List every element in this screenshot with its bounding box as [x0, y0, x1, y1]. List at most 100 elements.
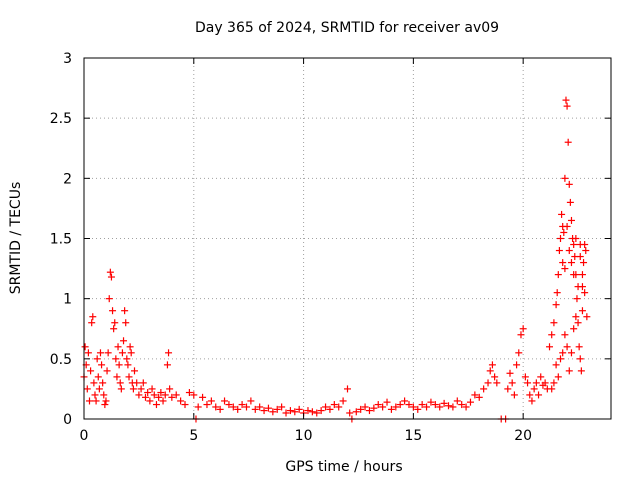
data-point: [282, 409, 290, 417]
data-point: [264, 404, 272, 412]
y-tick-label: 1.5: [50, 232, 72, 248]
chart-title: Day 365 of 2024, SRMTID for receiver av0…: [195, 20, 499, 36]
data-point: [365, 407, 373, 415]
data-point: [532, 379, 540, 387]
data-point: [563, 222, 571, 230]
data-point: [87, 367, 95, 375]
data-point: [576, 253, 584, 261]
data-point: [567, 349, 575, 357]
data-point: [295, 405, 303, 413]
data-point: [83, 385, 91, 393]
x-tick-label: 20: [514, 428, 532, 444]
data-point: [117, 385, 125, 393]
data-point: [346, 409, 354, 417]
data-point: [541, 379, 549, 387]
data-point: [107, 273, 115, 281]
data-point: [554, 271, 562, 279]
data-point: [93, 355, 101, 363]
data-point: [565, 367, 573, 375]
data-point: [453, 397, 461, 405]
data-point: [120, 337, 128, 345]
data-point: [580, 259, 588, 267]
data-point: [172, 391, 180, 399]
axis-ticks: [83, 57, 611, 420]
data-point: [118, 349, 126, 357]
x-tick-label: 0: [80, 428, 89, 444]
data-point: [519, 325, 527, 333]
data-point: [131, 367, 139, 375]
data-point: [251, 405, 259, 413]
data-point: [484, 379, 492, 387]
data-point: [148, 385, 156, 393]
data-point: [475, 393, 483, 401]
data-point: [556, 235, 564, 242]
data-point: [537, 373, 545, 381]
data-point: [570, 241, 578, 249]
data-point: [256, 403, 264, 411]
data-point: [238, 401, 246, 409]
data-point: [581, 289, 589, 297]
data-point: [102, 397, 110, 405]
data-point: [567, 216, 575, 224]
data-point: [152, 401, 160, 409]
data-point: [445, 402, 453, 410]
data-point: [548, 385, 556, 393]
data-points: [80, 96, 591, 423]
data-point: [260, 407, 268, 415]
data-point: [471, 391, 479, 399]
data-point: [308, 408, 316, 416]
data-point: [504, 385, 512, 393]
data-point: [216, 405, 224, 413]
data-point: [90, 379, 98, 387]
data-point: [124, 361, 132, 369]
x-axis-label: GPS time / hours: [285, 459, 402, 475]
data-point: [335, 403, 343, 411]
data-point: [339, 397, 347, 405]
data-point: [115, 361, 123, 369]
data-point: [225, 401, 233, 409]
data-point: [577, 367, 585, 375]
data-point: [572, 313, 580, 321]
data-point: [555, 247, 563, 255]
data-point: [560, 228, 568, 236]
data-point: [92, 397, 100, 405]
data-point: [567, 259, 575, 267]
data-point: [418, 401, 426, 409]
data-point: [552, 361, 560, 369]
data-point: [129, 385, 137, 393]
data-point: [563, 102, 571, 110]
data-point: [326, 405, 334, 413]
data-point: [352, 408, 360, 416]
data-point: [530, 385, 538, 393]
data-point: [357, 405, 365, 413]
data-point: [548, 331, 556, 339]
data-point: [578, 307, 586, 315]
data-point: [361, 403, 369, 411]
data-point: [576, 241, 584, 249]
data-point: [427, 398, 435, 406]
data-point: [491, 373, 499, 381]
data-point: [109, 307, 117, 315]
data-point: [194, 403, 202, 411]
data-point: [91, 391, 99, 399]
data-point: [125, 373, 133, 381]
plot-frame: [83, 57, 612, 420]
data-point: [578, 271, 586, 279]
data-point: [88, 319, 96, 327]
data-point: [247, 397, 255, 405]
data-point: [550, 379, 558, 387]
data-point: [574, 319, 582, 327]
data-point: [374, 401, 382, 409]
data-point: [392, 403, 400, 411]
data-point: [572, 235, 580, 242]
data-point: [96, 349, 104, 357]
data-point: [100, 391, 108, 399]
data-point: [561, 265, 569, 273]
data-point: [110, 325, 118, 333]
data-point: [317, 407, 325, 415]
data-point: [564, 138, 572, 146]
data-point: [165, 349, 173, 357]
data-point: [114, 343, 122, 351]
data-point: [95, 385, 103, 393]
data-point: [269, 408, 277, 416]
